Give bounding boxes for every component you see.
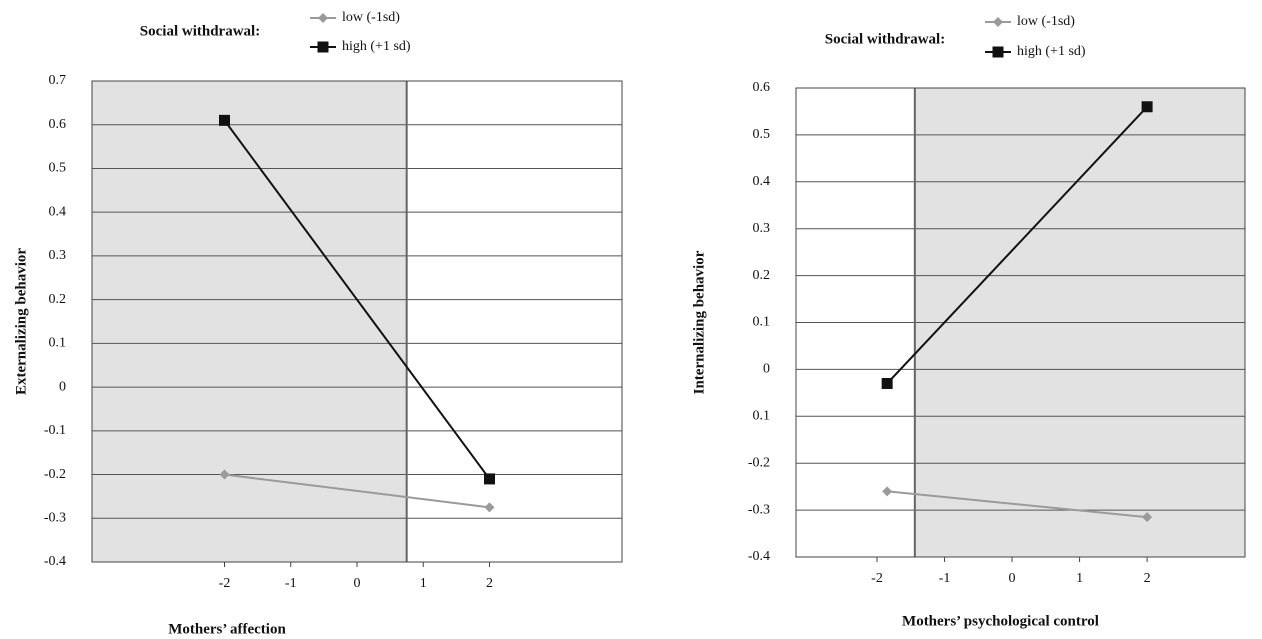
point [881, 377, 893, 389]
point [882, 486, 893, 497]
y-tick-label: 0.1 [753, 315, 771, 330]
point [219, 469, 230, 480]
shaded-region [92, 81, 407, 562]
y-tick-label: 0.3 [753, 221, 771, 236]
x-tick-label: 0 [354, 576, 361, 591]
y-tick-label: 0.2 [753, 268, 771, 283]
y-tick-label: 0.5 [753, 127, 771, 142]
y-tick-label: 0 [763, 362, 770, 377]
legend-title: Social withdrawal: [140, 23, 260, 39]
legend-marker [993, 17, 1003, 27]
legend-label: low (-1sd) [342, 10, 400, 25]
point [219, 114, 230, 126]
y-axis-label: Externalizing behavior [13, 248, 29, 395]
y-tick-label: -0.1 [44, 423, 66, 438]
y-tick-label: 0.2 [49, 292, 67, 307]
y-tick-label: 0.7 [49, 73, 67, 88]
x-tick-label: 2 [1144, 571, 1151, 586]
x-tick-label: 1 [420, 576, 427, 591]
legend-label: high (+1 sd) [1017, 44, 1086, 59]
y-tick-label: 0.6 [753, 80, 771, 95]
y-tick-label: 0 [59, 379, 66, 394]
legend-label: high (+1 sd) [342, 39, 411, 54]
x-tick-label: 1 [1076, 571, 1083, 586]
legend-marker [992, 46, 1004, 58]
x-axis-label: Mothers’ psychological control [902, 613, 1099, 629]
y-tick-label: -0.4 [44, 554, 66, 569]
point [484, 473, 495, 485]
y-tick-label: 0.5 [49, 161, 67, 176]
plot-frame [795, 87, 1246, 558]
y-tick-label: -0.2 [44, 467, 66, 482]
y-tick-label: 0.4 [753, 174, 771, 189]
x-axis-label: Mothers’ affection [168, 621, 286, 637]
legend-marker [318, 13, 328, 23]
y-tick-label: -0.3 [44, 510, 66, 525]
y-tick-label: 0.3 [49, 248, 67, 263]
point [484, 502, 495, 513]
x-tick-label: 2 [486, 576, 493, 591]
series-line [223, 119, 491, 480]
series-line [887, 490, 1148, 519]
y-tick-label: 0.1 [49, 336, 67, 351]
series-line [886, 106, 1148, 385]
legend-marker [317, 41, 329, 53]
y-tick-label: -0.2 [748, 455, 770, 470]
y-tick-label: -0.4 [748, 549, 770, 564]
point [1141, 101, 1153, 113]
x-tick-label: -2 [871, 571, 883, 586]
y-tick-label: 0.6 [49, 117, 67, 132]
legend-title: Social withdrawal: [825, 31, 945, 47]
y-axis-label: Internalizing behavior [691, 250, 707, 394]
legend-label: low (-1sd) [1017, 14, 1075, 29]
x-tick-label: -2 [219, 576, 231, 591]
x-tick-label: -1 [285, 576, 297, 591]
x-tick-label: -1 [939, 571, 951, 586]
y-tick-label: 0.1 [753, 409, 771, 424]
y-tick-label: 0.4 [49, 204, 67, 219]
point [1142, 512, 1153, 523]
x-tick-label: 0 [1009, 571, 1016, 586]
series-line [224, 473, 490, 509]
y-tick-label: -0.3 [748, 502, 770, 517]
